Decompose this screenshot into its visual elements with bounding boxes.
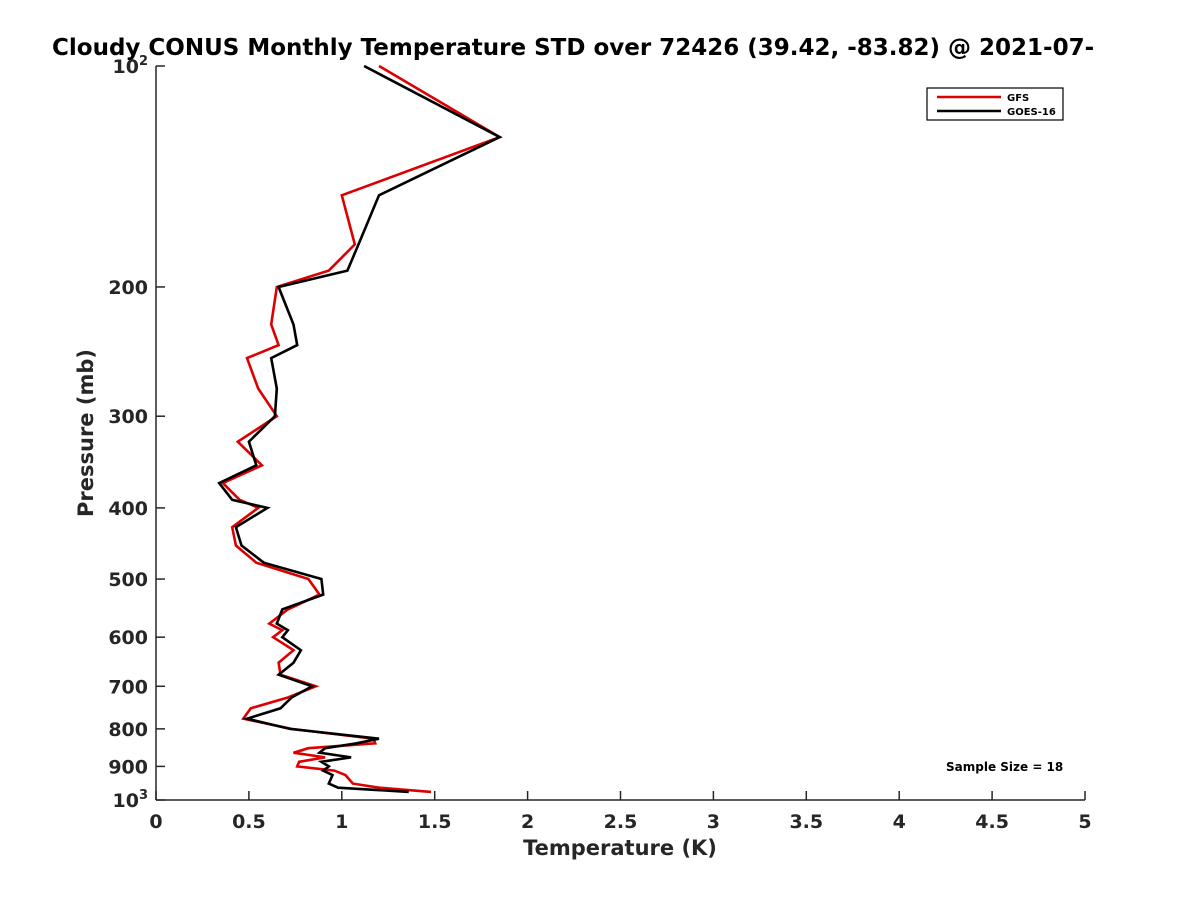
y-tick-label: 400 bbox=[108, 498, 148, 520]
x-tick-label: 4.5 bbox=[975, 811, 1009, 833]
x-tick-label: 1.5 bbox=[418, 811, 452, 833]
series-line-gfs bbox=[220, 64, 503, 794]
y-axis-ticks: 102 200 300 400 500 600 700 800 900 103 bbox=[108, 54, 165, 812]
x-tick-label: 1 bbox=[335, 811, 348, 833]
x-tick-label: 4 bbox=[893, 811, 906, 833]
x-tick-label: 3.5 bbox=[789, 811, 823, 833]
chart-title: Cloudy CONUS Monthly Temperature STD ove… bbox=[52, 35, 1094, 61]
x-tick-label: 2.5 bbox=[604, 811, 638, 833]
y-tick-label: 300 bbox=[108, 406, 148, 428]
legend-box bbox=[926, 87, 1064, 121]
y-tick-label: 103 bbox=[113, 788, 149, 812]
series-layer bbox=[217, 64, 503, 794]
legend: GFS GOES-16 bbox=[926, 87, 1064, 121]
x-tick-label: 3 bbox=[707, 811, 720, 833]
y-tick-label: 102 bbox=[113, 54, 149, 78]
y-tick-label: 900 bbox=[108, 756, 148, 778]
y-axis-label: Pressure (mb) bbox=[74, 349, 98, 517]
x-tick-label: 0 bbox=[149, 811, 162, 833]
x-axis-ticks: 0 0.5 1 1.5 2 2.5 3 3.5 4 4.5 5 bbox=[149, 791, 1092, 833]
y-tick-label: 200 bbox=[108, 277, 148, 299]
y-tick-label: 600 bbox=[108, 627, 148, 649]
y-tick-label: 700 bbox=[108, 676, 148, 698]
y-tick-label: 800 bbox=[108, 719, 148, 741]
x-tick-label: 2 bbox=[521, 811, 534, 833]
series-line-goes16 bbox=[217, 64, 503, 794]
legend-label-gfs: GFS bbox=[1007, 93, 1029, 104]
y-tick-label: 500 bbox=[108, 569, 148, 591]
x-tick-label: 0.5 bbox=[232, 811, 266, 833]
legend-label-goes16: GOES-16 bbox=[1007, 107, 1056, 118]
x-tick-label: 5 bbox=[1078, 811, 1091, 833]
x-axis-label: Temperature (K) bbox=[523, 836, 717, 860]
sample-size-annotation: Sample Size = 18 bbox=[946, 760, 1063, 774]
